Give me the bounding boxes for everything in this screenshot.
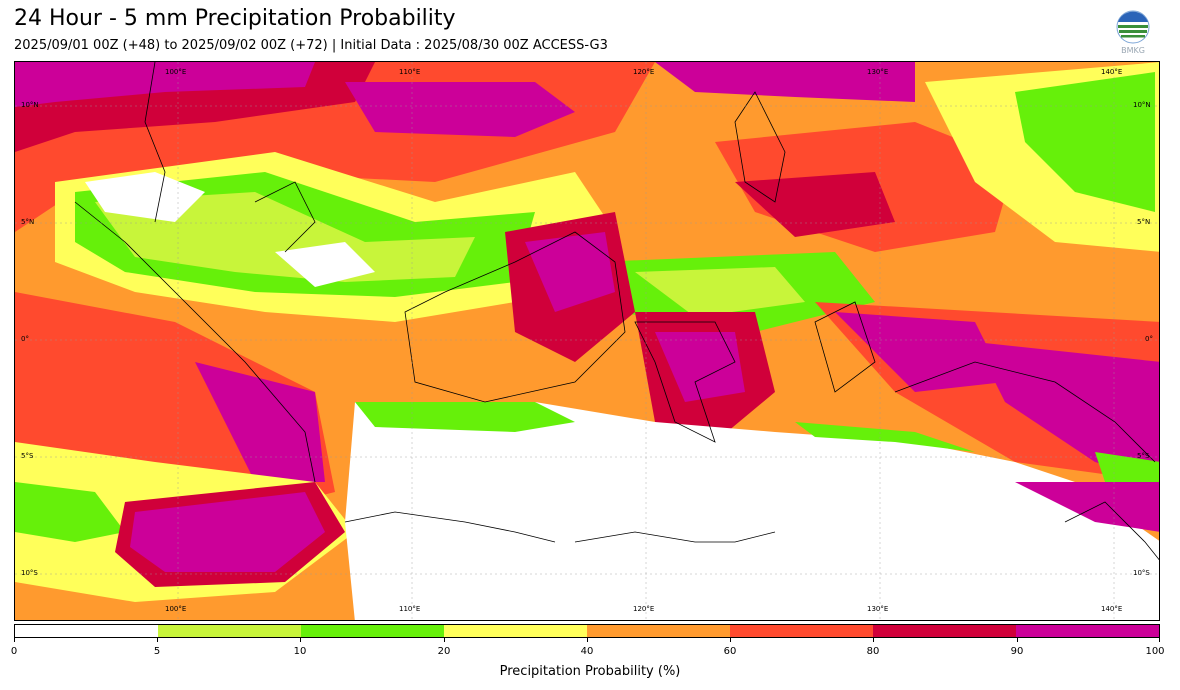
lon-label-bottom: 140°E <box>1101 605 1123 613</box>
colorbar-tick-label: 60 <box>723 646 737 657</box>
colorbar-segment <box>444 625 587 637</box>
lat-label-left: 10°N <box>21 101 39 109</box>
colorbar-segment <box>873 625 1016 637</box>
page-title: 24 Hour - 5 mm Precipitation Probability <box>14 6 456 31</box>
colorbar-tick-mark <box>1017 638 1018 642</box>
colorbar-tick-mark <box>587 638 588 642</box>
lon-label-bottom: 110°E <box>399 605 421 613</box>
colorbar-tick-mark <box>873 638 874 642</box>
colorbar-tick-label: 0 <box>10 646 18 657</box>
colorbar-tick-mark <box>1159 638 1160 642</box>
colorbar <box>14 624 1160 638</box>
lat-label-left: 0° <box>21 335 29 343</box>
lat-label-right: 5°N <box>1137 218 1151 226</box>
logo-text: BMKG <box>1121 46 1145 55</box>
colorbar-tick-mark <box>444 638 445 642</box>
lat-label-left: 5°N <box>21 218 35 226</box>
lat-label-right: 5°S <box>1137 452 1150 460</box>
lon-label-top: 140°E <box>1101 68 1123 76</box>
colorbar-tick-label: 40 <box>580 646 594 657</box>
colorbar-segment <box>15 625 158 637</box>
lat-label-right: 10°N <box>1133 101 1151 109</box>
colorbar-segment <box>301 625 444 637</box>
lat-label-left: 5°S <box>21 452 34 460</box>
bmkg-logo: BMKG <box>1114 10 1152 56</box>
colorbar-tick-label: 5 <box>153 646 161 657</box>
colorbar-segment <box>587 625 730 637</box>
colorbar-segment <box>1016 625 1159 637</box>
colorbar-tick-mark <box>14 638 15 642</box>
lon-label-top: 100°E <box>165 68 187 76</box>
lon-label-bottom: 100°E <box>165 605 187 613</box>
colorbar-tick-mark <box>157 638 158 642</box>
colorbar-tick-mark <box>300 638 301 642</box>
lon-label-top: 110°E <box>399 68 421 76</box>
colorbar-label: Precipitation Probability (%) <box>499 664 681 679</box>
lon-label-top: 120°E <box>633 68 655 76</box>
lat-label-right: 0° <box>1145 335 1153 343</box>
lon-label-bottom: 120°E <box>633 605 655 613</box>
colorbar-tick-label: 20 <box>437 646 451 657</box>
colorbar-tick-label: 80 <box>866 646 880 657</box>
colorbar-tick-mark <box>730 638 731 642</box>
colorbar-tick-label: 10 <box>293 646 307 657</box>
colorbar-segment <box>158 625 301 637</box>
lon-label-bottom: 130°E <box>867 605 889 613</box>
page-subtitle: 2025/09/01 00Z (+48) to 2025/09/02 00Z (… <box>14 38 608 53</box>
lon-label-top: 130°E <box>867 68 889 76</box>
colorbar-tick-label: 100 <box>1145 646 1165 657</box>
colorbar-segment <box>730 625 873 637</box>
colorbar-tick-label: 90 <box>1010 646 1024 657</box>
precipitation-map: 100°E 110°E 120°E 130°E 140°E 100°E 110°… <box>14 61 1160 621</box>
probability-field <box>15 62 1159 620</box>
lat-label-right: 10°S <box>1133 569 1150 577</box>
lat-label-left: 10°S <box>21 569 38 577</box>
